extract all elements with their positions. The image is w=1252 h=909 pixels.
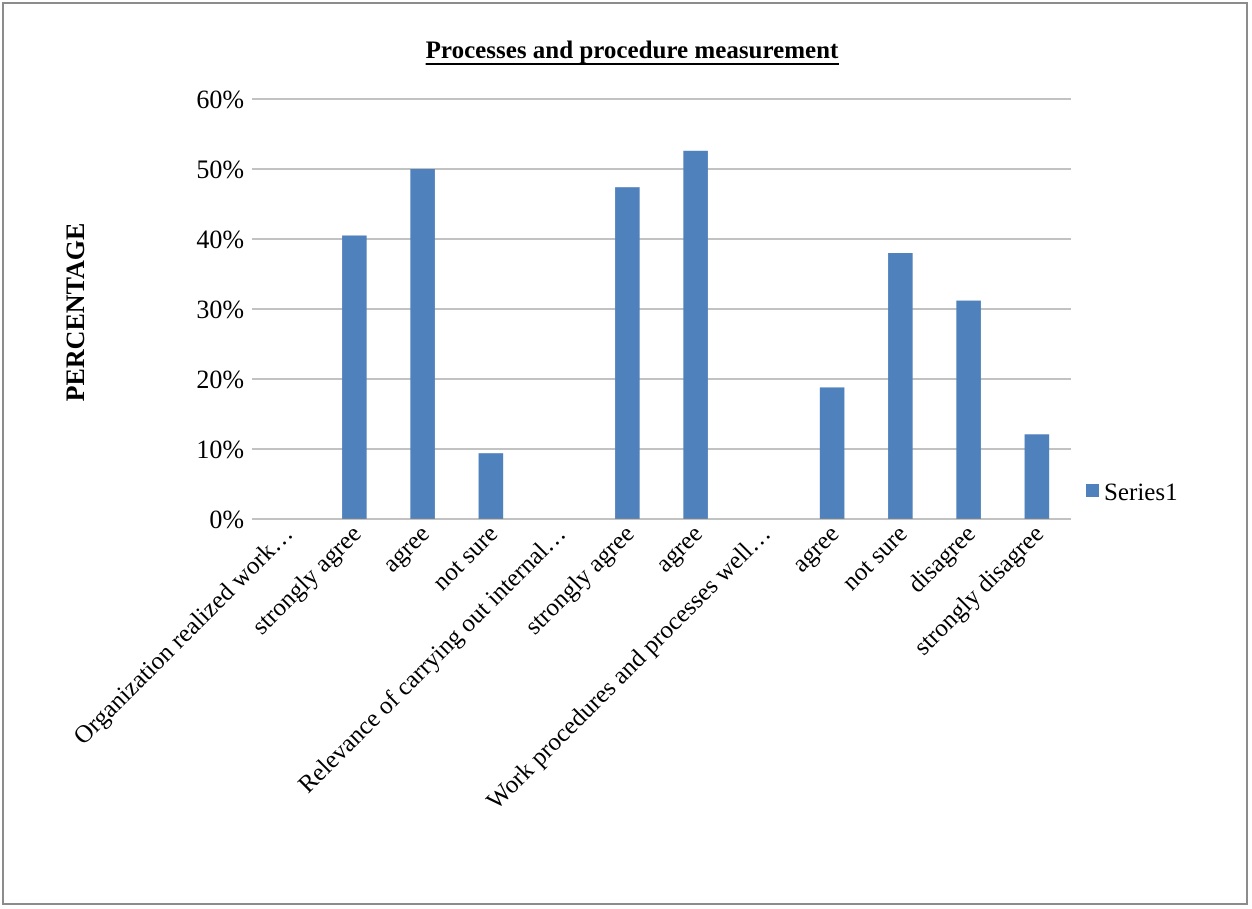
y-tick-label: 50%	[196, 155, 244, 184]
x-tick-label: agree	[378, 520, 435, 577]
y-tick-label: 40%	[196, 225, 244, 254]
y-tick-label: 60%	[196, 85, 244, 114]
bars	[342, 150, 1050, 520]
bar	[410, 169, 435, 519]
x-tick-label: not sure	[837, 520, 913, 596]
gridlines	[252, 98, 1071, 450]
bar-chart: Processes and procedure measurement 0% 10…	[61, 37, 1178, 815]
x-tick-labels: Organization realized work…strongly agre…	[69, 520, 1050, 815]
x-tick-label: agree	[787, 520, 844, 577]
bar	[819, 387, 845, 519]
x-tick-label: agree	[651, 520, 708, 577]
bar	[1024, 434, 1050, 519]
bar	[888, 253, 913, 519]
chart-title: Processes and procedure measurement	[426, 37, 839, 64]
bar	[615, 187, 640, 519]
legend-label: Series1	[1104, 479, 1178, 506]
y-tick-label: 30%	[196, 295, 244, 324]
y-tick-label: 20%	[196, 365, 244, 394]
bar	[342, 235, 367, 519]
bar	[956, 300, 981, 519]
bar	[478, 453, 504, 519]
y-tick-label: 0%	[209, 505, 244, 534]
x-tick-label: strongly disagree	[909, 520, 1049, 660]
legend-swatch	[1086, 484, 1099, 497]
y-tick-label: 10%	[196, 435, 244, 464]
y-tick-labels: 0% 10% 20% 30% 40% 50% 60%	[196, 85, 244, 534]
legend: Series1	[1086, 479, 1178, 506]
bar	[683, 150, 708, 520]
y-axis-label: PERCENTAGE	[61, 223, 90, 402]
